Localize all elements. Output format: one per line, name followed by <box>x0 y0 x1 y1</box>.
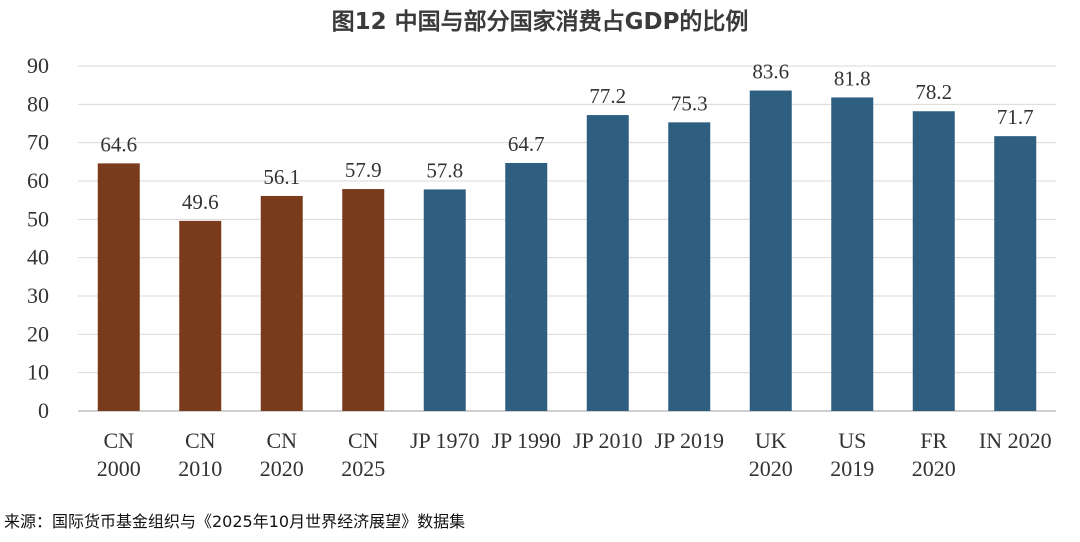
y-tick-label: 60 <box>27 168 49 193</box>
x-tick-label: FR <box>920 428 947 453</box>
bar <box>912 111 955 411</box>
bar <box>749 90 792 412</box>
bar <box>668 122 711 411</box>
x-tick-label: JP 2019 <box>655 428 724 453</box>
y-tick-label: 40 <box>27 245 49 270</box>
x-tick-label: UK <box>755 428 787 453</box>
data-label: 57.8 <box>426 158 463 182</box>
x-tick-label: CN <box>103 428 134 453</box>
x-tick-label: CN <box>266 428 297 453</box>
x-tick-label: IN 2020 <box>979 428 1052 453</box>
data-label: 83.6 <box>752 60 789 84</box>
source-note: 来源：国际货币基金组织与《2025年10月世界经济展望》数据集 <box>4 512 466 531</box>
bar <box>423 189 466 411</box>
bar <box>586 115 629 412</box>
data-label: 64.6 <box>100 132 137 156</box>
x-tick-label: 2025 <box>341 456 385 481</box>
y-tick-label: 10 <box>27 360 49 385</box>
bar <box>179 220 222 411</box>
x-tick-label: JP 2010 <box>573 428 642 453</box>
data-label: 77.2 <box>589 84 626 108</box>
x-tick-label: JP 1990 <box>492 428 561 453</box>
bar <box>994 136 1037 411</box>
y-tick-label: 70 <box>27 130 49 155</box>
x-tick-label: JP 1970 <box>410 428 479 453</box>
x-tick-label: 2020 <box>260 456 304 481</box>
x-tick-label: US <box>838 428 866 453</box>
x-tick-label: CN <box>348 428 379 453</box>
bar <box>831 97 874 411</box>
bar <box>260 195 303 411</box>
y-tick-label: 20 <box>27 321 49 346</box>
bar <box>342 189 385 411</box>
data-label: 64.7 <box>508 132 545 156</box>
y-tick-label: 80 <box>27 91 49 116</box>
data-label: 57.9 <box>345 158 382 182</box>
bar <box>97 163 140 411</box>
x-tick-label: 2010 <box>178 456 222 481</box>
y-tick-label: 90 <box>27 53 49 78</box>
x-tick-label: 2000 <box>97 456 141 481</box>
bar <box>505 162 548 411</box>
data-label: 75.3 <box>671 91 708 115</box>
y-tick-label: 50 <box>27 206 49 231</box>
data-label: 71.7 <box>997 105 1034 129</box>
x-tick-label: CN <box>185 428 216 453</box>
chart-title: 图12 中国与部分国家消费占GDP的比例 <box>331 9 749 35</box>
data-label: 78.2 <box>915 80 952 104</box>
data-label: 49.6 <box>182 190 219 214</box>
x-tick-label: 2020 <box>749 456 793 481</box>
data-label: 81.8 <box>834 66 871 90</box>
y-tick-label: 0 <box>38 398 49 423</box>
x-tick-label: 2019 <box>830 456 874 481</box>
data-label: 56.1 <box>263 165 300 189</box>
y-tick-label: 30 <box>27 283 49 308</box>
x-tick-label: 2020 <box>912 456 956 481</box>
